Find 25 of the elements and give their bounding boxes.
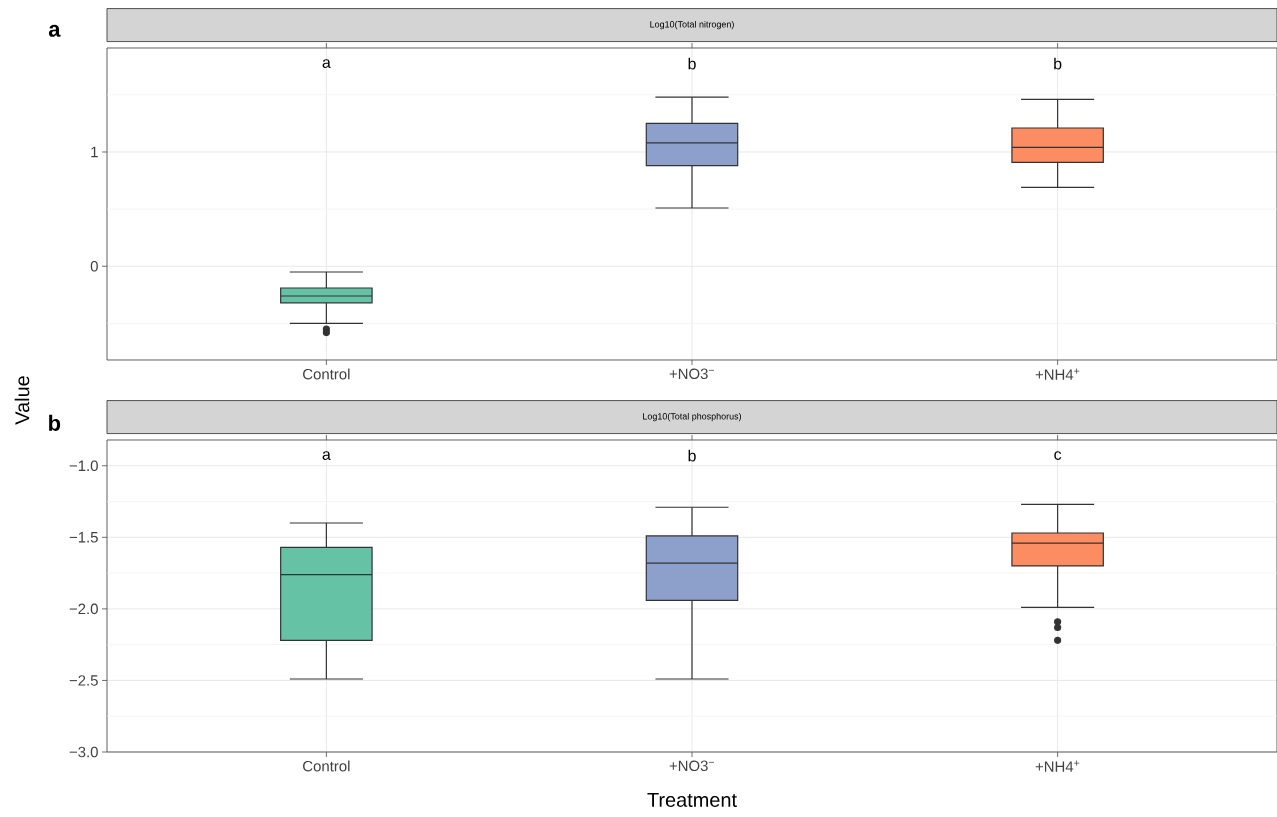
x-axis-title: Treatment (647, 793, 737, 807)
x-tick-label: +NO3$^{−}$ (669, 368, 715, 380)
chart-title: Log10(Total nitrogen) (650, 20, 734, 30)
text: b (49, 414, 61, 431)
annotation: a (322, 59, 331, 68)
annotation: b (688, 57, 696, 70)
y-tick-label: −1.0 (69, 460, 98, 472)
x-tick-label: Control (303, 760, 350, 772)
y-tick-label: −2.5 (69, 675, 98, 686)
y-tick-label: −2.0 (69, 603, 98, 615)
annotation: c (1054, 451, 1062, 460)
x-tick-label: +NH4$^{+}$ (1035, 760, 1080, 772)
chart-title: Log10(Total phosphorus) (643, 412, 742, 422)
x-tick-label: Control (303, 368, 350, 380)
y-tick-label: 1 (91, 146, 98, 158)
y-tick-label: −1.5 (69, 532, 98, 543)
annotation: a (322, 451, 331, 460)
y-tick-label: 0 (90, 260, 98, 272)
annotation: b (688, 449, 696, 462)
x-tick-label: +NO3$^{−}$ (669, 760, 715, 772)
x-tick-label: +NH4$^{+}$ (1035, 368, 1080, 380)
y-axis-title: Value (14, 376, 30, 425)
annotation: b (1054, 57, 1062, 70)
text: a (48, 24, 61, 37)
y-tick-label: −3.0 (69, 746, 98, 758)
